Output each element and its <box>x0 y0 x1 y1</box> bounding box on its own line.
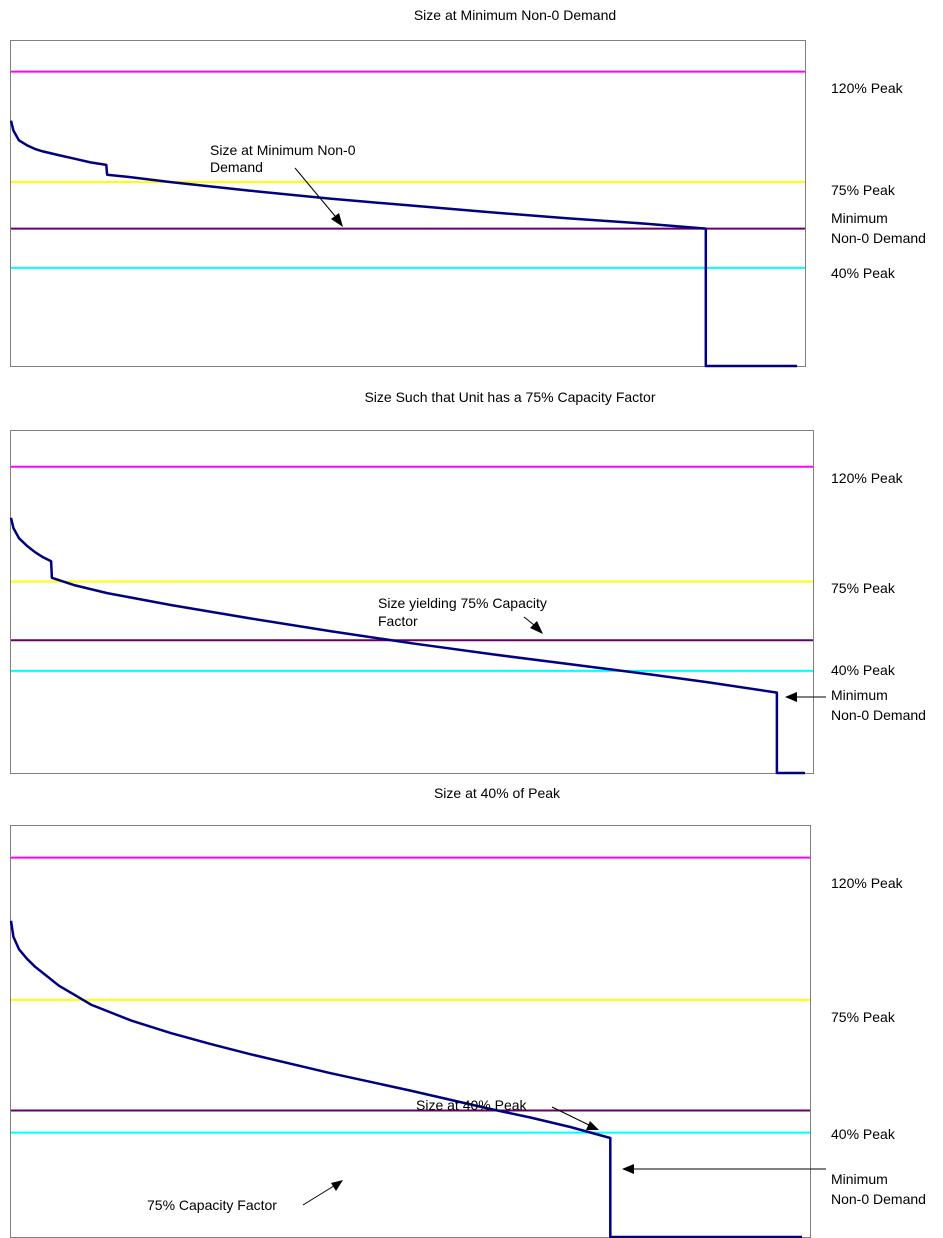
chart-3-label-75: 75% Peak <box>831 1009 896 1025</box>
chart-3-min-arrowhead <box>622 1164 634 1174</box>
chart-3-annotation-cf: 75% Capacity Factor <box>147 1197 277 1213</box>
chart-1-label-40: 40% Peak <box>831 265 896 281</box>
chart-2-min-arrowhead <box>785 692 797 702</box>
chart-2-title: Size Such that Unit has a 75% Capacity F… <box>364 389 655 405</box>
chart-1-series-line-1 <box>9 120 798 368</box>
chart-2: Size Such that Unit has a 75% Capacity F… <box>9 389 926 775</box>
chart-3: Size at 40% of Peak 120% Peak 75% Peak 4… <box>9 785 926 1238</box>
chart-3-series-line-1 <box>9 920 802 1238</box>
chart-1-label-75: 75% Peak <box>831 182 896 198</box>
chart-2-label-40: 40% Peak <box>831 662 896 678</box>
chart-3-marks <box>9 856 810 1238</box>
chart-1-title: Size at Minimum Non-0 Demand <box>414 7 616 23</box>
chart-3-label-min: Minimum Non-0 Demand <box>831 1171 926 1207</box>
chart-2-marks <box>9 465 813 775</box>
chart-3-plot-area <box>10 825 811 1238</box>
chart-2-annotation-arrowhead <box>530 621 543 634</box>
chart-1-plot-area <box>10 40 806 367</box>
chart-3-label-40: 40% Peak <box>831 1126 896 1142</box>
chart-3-annotation-40: Size at 40% Peak <box>416 1097 528 1113</box>
chart-2-label-120: 120% Peak <box>831 470 904 486</box>
chart-3-annotation-40-arrow <box>551 1106 594 1128</box>
chart-1: Size at Minimum Non-0 Demand 120% Peak 7… <box>9 7 926 368</box>
chart-3-label-120: 120% Peak <box>831 875 904 891</box>
chart-2-annotation: Size yielding 75% Capacity Factor <box>378 595 547 629</box>
chart-3-annotation-cf-arrowhead <box>331 1180 343 1191</box>
chart-1-annotation: Size at Minimum Non-0 Demand <box>210 142 356 175</box>
chart-1-annotation-arrowhead <box>331 213 343 227</box>
chart-1-label-min: Minimum Non-0 Demand <box>831 210 926 246</box>
chart-2-plot-area <box>10 430 814 774</box>
chart-2-series-line-1 <box>9 517 805 775</box>
chart-2-label-75: 75% Peak <box>831 580 896 596</box>
chart-3-title: Size at 40% of Peak <box>434 785 561 801</box>
chart-1-annotation-arrow <box>294 167 341 223</box>
chart-1-marks <box>9 70 805 368</box>
chart-3-annotation-40-arrowhead <box>586 1121 599 1130</box>
chart-3-annotation-cf-arrow <box>302 1183 338 1206</box>
chart-1-label-120: 120% Peak <box>831 80 904 96</box>
chart-2-label-min: Minimum Non-0 Demand <box>831 687 926 723</box>
